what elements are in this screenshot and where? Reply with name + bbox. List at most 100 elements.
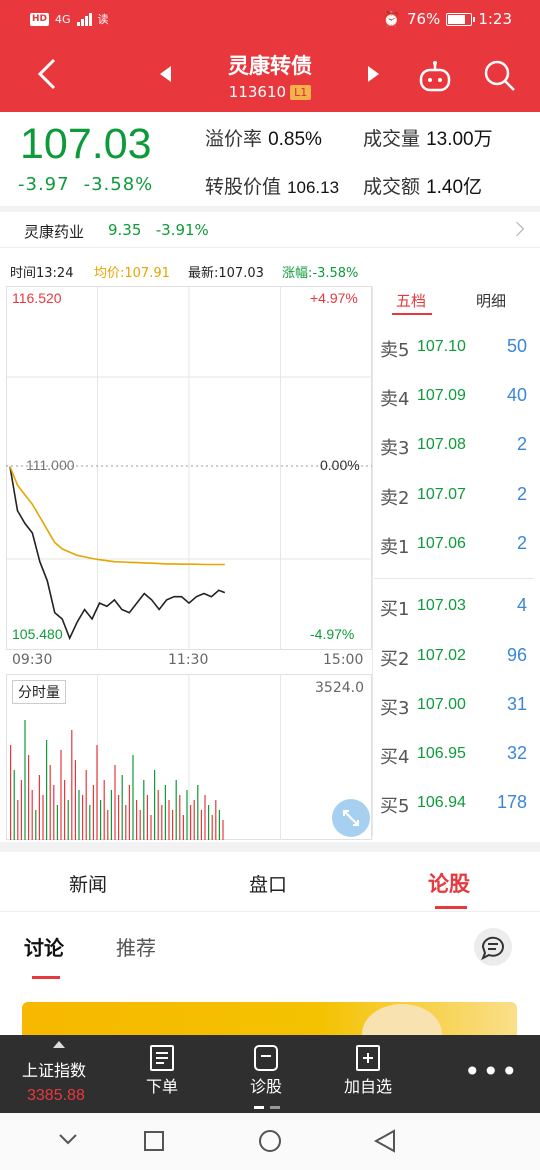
- prev-stock-button[interactable]: [160, 66, 171, 82]
- ob-price: 107.10: [417, 338, 466, 355]
- subtab-discuss[interactable]: 讨论: [24, 936, 64, 960]
- volume-bar: [56, 805, 58, 840]
- bid-row[interactable]: 买5 106.94 178: [380, 792, 530, 817]
- search-button[interactable]: [482, 58, 518, 94]
- back-button[interactable]: [28, 54, 68, 94]
- promo-banner[interactable]: [22, 1002, 517, 1036]
- system-nav-bar: [0, 1113, 540, 1170]
- order-button[interactable]: 下单: [136, 1035, 188, 1113]
- tab-detail[interactable]: 明细: [476, 292, 507, 310]
- volume-bar: [154, 770, 156, 840]
- volume-bar: [222, 820, 224, 840]
- back-arrow-icon: [37, 58, 56, 90]
- volume-bar: [150, 815, 152, 840]
- tab-news[interactable]: 新闻: [69, 874, 108, 896]
- divider: [0, 842, 540, 852]
- caret-up-icon: [53, 1041, 65, 1048]
- ob-qty: 31: [506, 694, 527, 714]
- volume-bar: [60, 750, 62, 840]
- info-avg: 均价:107.91: [94, 266, 170, 281]
- order-icon: [150, 1045, 174, 1071]
- chart-mid-pct: 0.00%: [320, 457, 360, 473]
- ob-qty: 2: [516, 484, 527, 504]
- ob-side: 卖3: [380, 438, 410, 459]
- ob-price: 107.06: [417, 535, 466, 552]
- ob-price: 107.00: [417, 696, 466, 713]
- volume-bar: [10, 745, 12, 840]
- status-extra: 读: [97, 13, 109, 26]
- stock-code: 113610 L1: [0, 83, 540, 101]
- page-title: 灵康转债: [228, 54, 312, 78]
- info-pct: 涨幅:-3.58%: [282, 266, 359, 281]
- tab-orderbook[interactable]: 盘口: [249, 874, 288, 896]
- code-text: 113610: [228, 83, 287, 101]
- ask-row[interactable]: 卖5 107.10 50: [380, 336, 530, 361]
- avg-price-line: [9, 466, 225, 566]
- volume-bar: [28, 755, 30, 840]
- plus-icon: [356, 1045, 380, 1071]
- add-watchlist-label: 加自选: [343, 1077, 392, 1096]
- volume-mode-label[interactable]: 分时量: [12, 680, 66, 704]
- chart-info-line: 时间13:24 均价:107.91 最新:107.03 涨幅:-3.58%: [0, 262, 372, 282]
- index-ticker[interactable]: 上证指数 3385.88: [0, 1035, 116, 1113]
- info-time: 时间13:24: [10, 266, 74, 281]
- volume-bar: [71, 730, 73, 840]
- chart-low-label: 105.480: [12, 626, 63, 642]
- bottom-toolbar: 上证指数 3385.88 下单 诊股 加自选 •••: [0, 1035, 540, 1113]
- ask-row[interactable]: 卖4 107.09 40: [380, 385, 530, 410]
- volume-bar: [193, 800, 195, 840]
- bid-row[interactable]: 买1 107.03 4: [380, 595, 530, 620]
- volume-chart: [6, 674, 372, 840]
- x-tick-noon: 11:30: [168, 652, 209, 668]
- index-value: 3385.88: [27, 1087, 85, 1104]
- intraday-chart[interactable]: [6, 286, 372, 650]
- ob-price: 107.03: [417, 597, 466, 614]
- volume-bar: [211, 815, 213, 840]
- tab-discussion[interactable]: 论股: [428, 872, 470, 896]
- nav-back-icon: [373, 1129, 395, 1153]
- volume-bar: [20, 780, 22, 840]
- add-watchlist-button[interactable]: 加自选: [336, 1035, 400, 1113]
- next-stock-button[interactable]: [368, 66, 379, 82]
- bid-row[interactable]: 买4 106.95 32: [380, 743, 530, 768]
- volume-bar: [64, 780, 66, 840]
- x-tick-close: 15:00: [323, 652, 364, 668]
- chart-high-label: 116.520: [12, 290, 62, 306]
- robot-assistant-button[interactable]: [417, 60, 453, 94]
- change-pct: -3.58%: [83, 174, 154, 195]
- volume-bar: [96, 745, 98, 840]
- ask-row[interactable]: 卖2 107.07 2: [380, 484, 530, 509]
- ob-price: 107.07: [417, 486, 466, 503]
- banner-decoration: [362, 1004, 442, 1036]
- bid-row[interactable]: 买2 107.02 96: [380, 645, 530, 670]
- ob-tab-underline: [392, 313, 432, 315]
- nav-home-icon: [259, 1130, 281, 1152]
- more-icon[interactable]: •••: [464, 1055, 520, 1088]
- hd-icon: HD: [30, 12, 50, 26]
- ask-row[interactable]: 卖1 107.06 2: [380, 533, 530, 558]
- ob-qty: 40: [506, 385, 527, 405]
- signal-icon: [76, 12, 92, 26]
- related-stock-row[interactable]: 灵康药业 9.35 -3.91%: [0, 212, 540, 248]
- volume-bar: [200, 810, 202, 840]
- tab-five-level[interactable]: 五档: [396, 292, 427, 310]
- diagnose-button[interactable]: 诊股: [240, 1035, 292, 1113]
- tab-underline: [435, 906, 467, 909]
- volume-bar: [89, 805, 91, 840]
- volume-bar: [17, 800, 19, 840]
- subtab-recommend[interactable]: 推荐: [116, 936, 156, 960]
- chat-button[interactable]: [474, 928, 512, 966]
- order-book-separator: [374, 578, 534, 579]
- intraday-chart-svg: [6, 286, 372, 650]
- order-label: 下单: [145, 1077, 178, 1096]
- volume-bar: [92, 785, 94, 840]
- volume-bar: [175, 780, 177, 840]
- ask-row[interactable]: 卖3 107.08 2: [380, 434, 530, 459]
- volume-bar: [146, 795, 148, 840]
- ob-side: 买2: [380, 649, 410, 670]
- quote-panel: 107.03 -3.97 -3.58% 溢价率 0.85% 成交量 13.00万 …: [0, 112, 540, 208]
- bid-row[interactable]: 买3 107.00 31: [380, 694, 530, 719]
- ob-qty: 96: [506, 645, 527, 665]
- expand-chart-button[interactable]: [332, 799, 370, 837]
- volume-bar: [215, 800, 217, 840]
